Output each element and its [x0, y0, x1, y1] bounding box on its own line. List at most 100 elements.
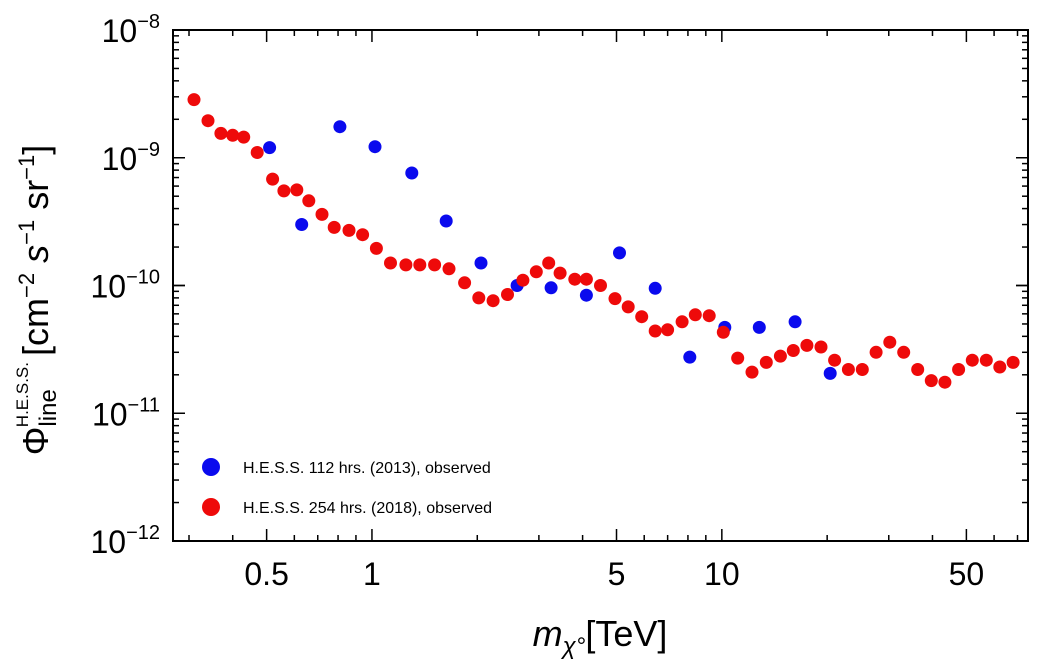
- data-point-2018: [516, 273, 530, 287]
- data-point-2018: [369, 241, 383, 255]
- data-point-2018: [594, 279, 607, 292]
- y-tick-label: 10−10: [90, 267, 160, 305]
- data-point-2013: [823, 366, 837, 380]
- data-point-2018: [290, 183, 304, 197]
- data-point-2018: [356, 228, 370, 242]
- data-point-2018: [786, 344, 800, 357]
- data-point-2018: [635, 310, 649, 324]
- data-point-2018: [828, 353, 842, 367]
- data-point-2018: [458, 276, 472, 290]
- data-point-2013: [788, 315, 802, 329]
- data-point-2018: [226, 128, 240, 142]
- y-tick-label: 10−8: [102, 11, 160, 49]
- data-point-2018: [501, 288, 514, 301]
- data-point-2018: [413, 258, 427, 272]
- y-tick-label: 10−9: [102, 139, 160, 177]
- data-point-2018: [327, 220, 341, 234]
- data-point-2018: [187, 93, 201, 107]
- y-axis-sup: H.E.S.S.: [13, 362, 32, 427]
- legend-marker-2013: [202, 458, 220, 476]
- data-point-2018: [716, 325, 730, 339]
- y-tick-label: 10−12: [90, 522, 160, 560]
- data-point-2018: [855, 363, 869, 376]
- data-point-2018: [472, 291, 486, 305]
- data-point-2013: [752, 320, 766, 334]
- x-tick-label: 1: [363, 556, 381, 592]
- data-point-2013: [648, 281, 662, 295]
- legend: H.E.S.S. 112 hrs. (2013), observed H.E.S…: [202, 458, 492, 517]
- y-axis-unit-exp1: −2: [14, 273, 39, 298]
- data-point-2013: [295, 218, 309, 231]
- data-point-2018: [384, 256, 397, 270]
- data-point-2013: [405, 166, 419, 180]
- legend-marker-2018: [202, 498, 220, 516]
- data-point-2018: [897, 345, 911, 359]
- x-axis-title: mχ°[TeV]: [533, 613, 668, 660]
- data-point-2018: [702, 309, 716, 323]
- data-point-2013: [683, 350, 697, 364]
- data-point-2018: [841, 363, 855, 376]
- y-axis-unit-exp2: −1: [14, 220, 39, 245]
- data-point-2013: [439, 214, 453, 228]
- data-point-2018: [201, 114, 215, 128]
- data-point-2018: [800, 338, 814, 352]
- data-point-2013: [613, 246, 626, 260]
- data-point-2013: [333, 120, 347, 134]
- data-point-2018: [542, 256, 556, 270]
- data-point-2018: [529, 265, 543, 279]
- data-point-2018: [979, 353, 993, 367]
- axis-tick-labels: 0.5 1 5 10 50 10−8 10−9 10−10 10−11 10−12: [90, 11, 984, 592]
- data-point-2018: [553, 266, 567, 280]
- data-point-2018: [773, 349, 787, 363]
- data-point-2018: [277, 184, 291, 198]
- data-point-2018: [237, 130, 251, 144]
- y-axis-unit: [cm: [15, 298, 56, 356]
- axis-ticks: [173, 29, 1028, 542]
- legend-label-2013: H.E.S.S. 112 hrs. (2013), observed: [243, 460, 491, 477]
- data-point-2013: [579, 288, 593, 302]
- data-point-2018: [250, 146, 264, 159]
- data-point-2018: [965, 353, 979, 367]
- data-points: [187, 93, 1020, 389]
- data-point-2018: [1006, 355, 1020, 369]
- y-axis-unit-sr: sr: [15, 180, 56, 220]
- data-point-2013: [263, 141, 277, 155]
- data-point-2018: [869, 345, 883, 359]
- data-point-2018: [661, 323, 675, 337]
- data-point-2018: [214, 126, 228, 140]
- y-tick-label: 10−11: [92, 394, 160, 432]
- data-point-2018: [745, 365, 759, 379]
- y-axis-unit-exp3: −1: [14, 155, 39, 180]
- data-point-2013: [368, 140, 382, 154]
- y-axis-title: ΦlineH.E.S.S.[cm−2 s−1 sr−1]: [13, 145, 62, 456]
- x-axis-unit: [TeV]: [585, 613, 667, 654]
- data-point-2018: [731, 351, 745, 365]
- y-axis-symbol: Φ: [15, 427, 56, 456]
- x-axis-sub: χ°: [561, 633, 586, 660]
- data-point-2018: [648, 324, 662, 338]
- data-point-2018: [442, 262, 456, 276]
- data-point-2018: [952, 363, 966, 376]
- y-axis-unit-close: ]: [15, 145, 56, 155]
- data-point-2018: [342, 223, 356, 237]
- data-point-2018: [814, 340, 828, 354]
- x-tick-label: 0.5: [244, 556, 288, 592]
- data-point-2018: [266, 172, 280, 186]
- data-point-2018: [675, 315, 689, 329]
- data-point-2018: [911, 363, 925, 376]
- y-axis-sub: line: [35, 389, 62, 426]
- data-point-2018: [302, 194, 316, 208]
- data-point-2018: [428, 258, 442, 272]
- data-point-2018: [486, 294, 500, 308]
- y-axis-unit-s: s: [15, 245, 56, 273]
- legend-label-2018: H.E.S.S. 254 hrs. (2018), observed: [243, 500, 492, 517]
- data-point-2018: [938, 375, 952, 389]
- data-point-2018: [688, 308, 702, 322]
- data-point-2018: [993, 360, 1007, 374]
- data-point-2018: [759, 355, 773, 369]
- data-point-2018: [621, 300, 635, 314]
- x-axis-var: m: [533, 613, 563, 654]
- data-point-2013: [474, 256, 488, 270]
- data-point-2018: [883, 335, 897, 349]
